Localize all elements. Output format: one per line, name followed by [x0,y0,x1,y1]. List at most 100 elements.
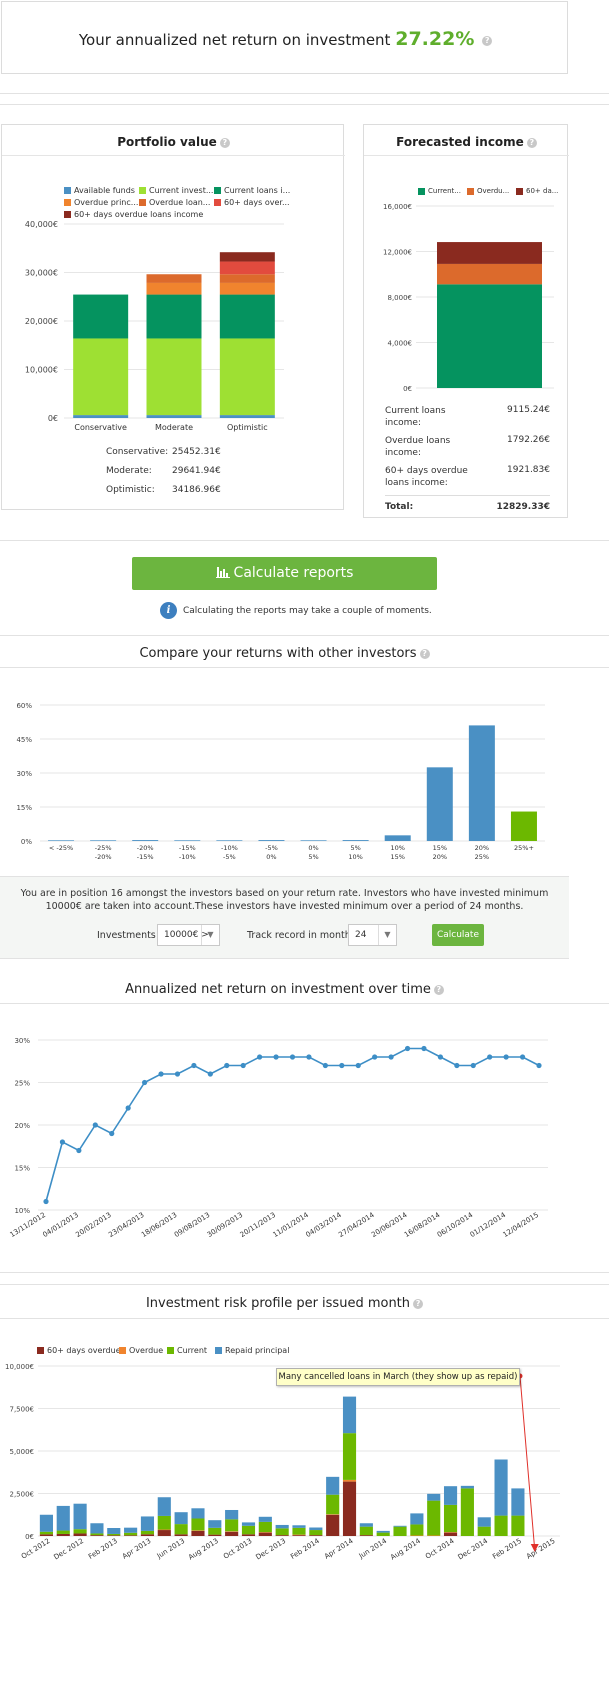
bar-segment [494,1515,508,1536]
y-tick-label: 4,000€ [388,340,413,348]
bar-segment [219,274,275,283]
data-point [224,1062,230,1069]
bar-segment [124,1532,138,1536]
help-icon[interactable]: ? [526,137,537,148]
bar-segment [393,1526,407,1536]
legend-current[interactable]: Current... [418,187,461,195]
bar-segment [410,1513,424,1525]
calculate-reports-label: Calculate reports [233,565,354,581]
bar-segment [73,415,129,418]
help-icon[interactable]: ? [419,648,430,659]
compare-panel: You are in position 16 amongst the inves… [0,876,569,959]
compare-text: You are in position 16 amongst the inves… [20,888,549,912]
data-point [59,1139,66,1145]
help-icon[interactable]: ? [482,35,493,46]
data-point [109,1130,115,1137]
y-tick-label: 0% [21,838,32,846]
legend-current-loans-income[interactable]: Current loans i... [214,186,290,195]
bar-segment [107,1528,121,1534]
data-point [306,1054,312,1060]
x-tick-label: 25% [475,853,489,861]
forecast-row-label: Overdue loans income: [385,436,451,458]
x-tick-label: Oct 2014 [424,1537,456,1561]
data-point [174,1071,181,1077]
data-point [388,1054,394,1060]
histogram-bar [300,840,327,841]
bar-segment [191,1518,205,1531]
bar-segment [342,1433,357,1480]
y-tick-label: 2,500€ [10,1491,35,1499]
legend-current[interactable]: Current [167,1346,207,1355]
bar-segment [427,1493,441,1501]
legend-repaid-principal[interactable]: Repaid principal [215,1346,289,1355]
bar-segment [124,1527,138,1533]
histogram-bar [468,725,495,841]
legend-overdue-loans-income[interactable]: Overdue loan... [139,198,210,207]
legend-available-funds[interactable]: Available funds [64,186,135,195]
data-point [125,1105,131,1111]
y-tick-label: 15% [16,804,32,812]
legend-overdue[interactable]: Overdue [119,1346,163,1355]
x-tick-label: Dec 2014 [457,1537,490,1562]
bar-segment [437,284,542,388]
track-record-select[interactable]: 24 ▼ [348,924,397,946]
legend-60-days-overdue[interactable]: 60+ days overdue [37,1346,121,1355]
bar-segment [191,1530,205,1531]
bar-segment [146,294,202,339]
y-tick-label: 25% [14,1080,30,1088]
x-tick-label: 10% [348,853,362,861]
help-icon[interactable]: ? [433,984,444,995]
bar-segment [258,1532,272,1536]
bar-segment [342,1481,357,1536]
forecast-row-value: 1921.83€ [507,465,550,475]
x-tick-label: 0% [266,853,276,861]
x-tick-label: Feb 2014 [289,1537,321,1561]
legend-60-days[interactable]: 60+ da... [516,187,558,195]
x-tick-label: 27/04/2014 [337,1211,376,1239]
x-tick-label: -20% [95,853,112,861]
help-icon[interactable]: ? [413,1298,424,1309]
x-tick-label: Dec 2012 [52,1537,85,1562]
data-point [454,1062,460,1069]
bar-segment [56,1505,70,1531]
x-tick-label: 04/01/2013 [41,1211,79,1239]
bar-segment [309,1527,323,1531]
x-tick-label: 18/06/2013 [140,1211,178,1239]
x-tick-label: Apr 2014 [323,1537,355,1561]
roi-value: 27.22% [395,28,475,50]
bar-segment [443,1532,458,1536]
data-point [191,1062,197,1069]
data-point [158,1071,164,1077]
data-point [322,1062,328,1069]
bar-segment [157,1497,171,1516]
bar-segment [107,1533,121,1536]
summary-label: Optimistic: [106,485,155,495]
data-point [487,1054,493,1060]
histogram-bar [48,840,75,841]
legend-overdue[interactable]: Overdu... [467,187,509,195]
portfolio-value-card: Portfolio value? Available funds Current… [1,124,345,510]
bar-segment [326,1476,340,1495]
x-tick-label: 20/02/2013 [74,1211,112,1239]
bar-segment [225,1531,239,1536]
x-tick-label: -15% [179,844,196,852]
bar-segment [219,282,275,295]
y-tick-label: 12,000€ [383,249,412,257]
calculate-reports-button[interactable]: Calculate reports [132,557,437,590]
y-tick-label: 45% [16,736,32,744]
calculate-button[interactable]: Calculate [432,924,484,946]
bar-segment [191,1530,205,1536]
bar-segment [275,1535,289,1536]
bar-segment [219,261,275,275]
legend-current-investments[interactable]: Current invest... [139,186,213,195]
bar-segment [241,1534,256,1536]
legend-overdue-principal[interactable]: Overdue princ... [64,198,138,207]
legend-60-days-overdue-income[interactable]: 60+ days overdue loans income [64,210,203,219]
investments-select[interactable]: 10000€ > ▼ [157,924,220,946]
bar-segment [225,1531,239,1532]
legend-60-days-overdue[interactable]: 60+ days over... [214,198,290,207]
bar-segment [460,1485,474,1489]
help-icon[interactable]: ? [219,137,230,148]
x-tick-label: Aug 2014 [389,1537,422,1562]
bar-segment [73,294,129,339]
